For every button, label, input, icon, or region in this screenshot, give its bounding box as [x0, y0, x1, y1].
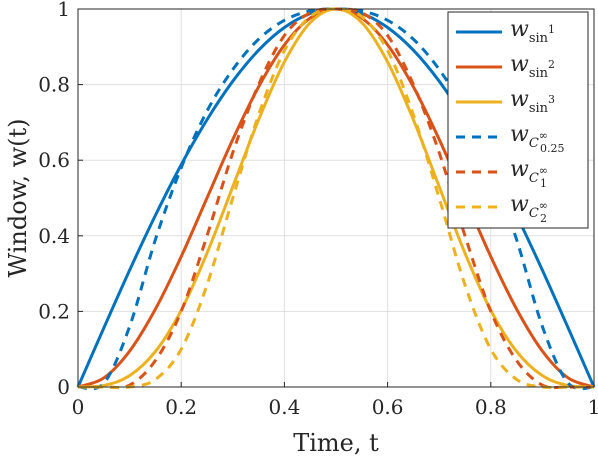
legend-sup: ∞: [539, 199, 548, 212]
legend-subscript: sin: [529, 31, 549, 46]
y-tick-label: 0.6: [38, 148, 70, 172]
y-tick-label: 0.8: [38, 73, 70, 97]
x-axis-title: Time, t: [293, 429, 379, 457]
legend-sub-c: C: [529, 206, 539, 221]
legend-subscript: 2: [540, 212, 547, 225]
series-line-6: [77, 7, 594, 390]
x-tick-label: 0.6: [372, 395, 404, 419]
y-tick-label: 0: [57, 375, 70, 399]
x-tick-label: 0.2: [165, 395, 197, 419]
legend-sup: ∞: [539, 129, 548, 142]
legend-symbol: w: [510, 17, 529, 42]
x-tick-label: 0.8: [475, 395, 507, 419]
plot-frame: [77, 8, 595, 388]
legend-symbol: w: [510, 157, 529, 182]
legend-sup: ∞: [539, 164, 548, 177]
legend-entry: wC∞ 1: [510, 157, 548, 190]
x-tick-label: 0.4: [268, 395, 300, 419]
series-line-4: [77, 7, 595, 391]
legend-sup: 3: [548, 93, 555, 106]
x-tick-label: 0: [72, 395, 85, 419]
legend-entry: wC∞ 0.25: [510, 122, 564, 155]
y-tick-label: 0.4: [38, 224, 70, 248]
legend-subscript: sin: [529, 66, 549, 81]
legend-sub-c: C: [529, 171, 539, 186]
legend-sub-c: C: [529, 136, 539, 151]
legend-subscript: sin: [529, 101, 549, 116]
legend-entry: wsin3: [510, 87, 555, 116]
legend-sup: 2: [548, 58, 555, 71]
legend-entry: wsin2: [510, 52, 555, 81]
legend-subscript: 1: [540, 177, 547, 190]
legend-entry: wsin1: [510, 17, 555, 46]
legend-entry: wC∞ 2: [510, 192, 548, 225]
legend-symbol: w: [510, 87, 529, 112]
x-tick-label: 1: [588, 395, 598, 419]
legend-sup: 1: [548, 23, 555, 36]
y-tick-label: 1: [57, 0, 70, 21]
legend-subscript: 0.25: [540, 142, 565, 155]
legend-symbol: w: [510, 52, 529, 77]
legend-symbol: w: [510, 122, 529, 147]
y-axis-title: Window, w(t): [4, 118, 32, 277]
axis-ticks: 0 0.2 0.4 0.6 0.8 1 0 0.2 0.4 0.6 0.8 1: [38, 0, 598, 419]
legend-symbol: w: [510, 192, 529, 217]
legend-box: [447, 11, 589, 229]
y-tick-label: 0.2: [38, 299, 70, 323]
